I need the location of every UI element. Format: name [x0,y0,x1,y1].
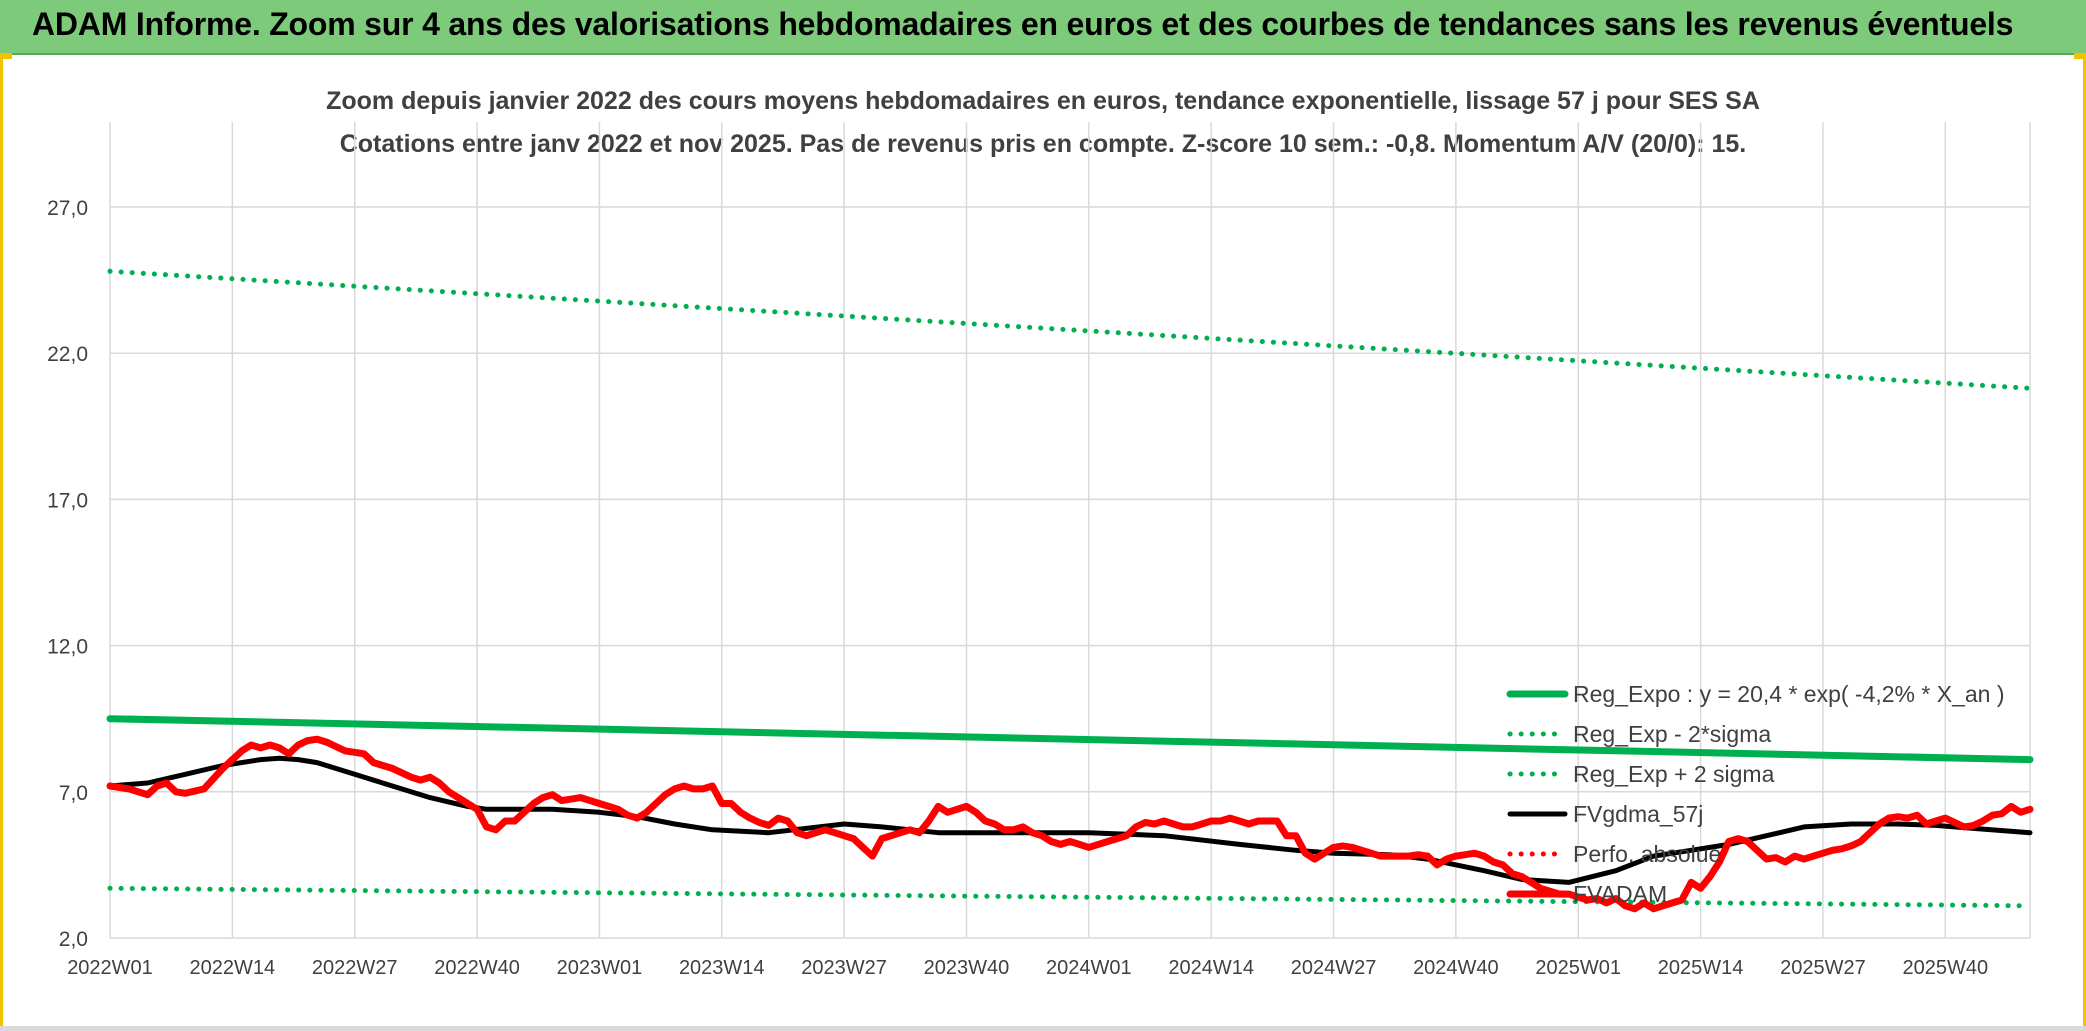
chart-subtitle: Cotations entre janv 2022 et nov 2025. P… [340,130,1747,158]
x-tick-label: 2022W01 [67,957,153,979]
x-tick-label: 2022W40 [434,957,520,979]
y-tick-label: 22,0 [47,343,88,366]
y-tick-label: 7,0 [59,782,88,805]
x-tick-label: 2024W27 [1291,957,1377,979]
y-tick-label: 17,0 [47,489,88,512]
legend-label: Perfo. absolue [1573,841,1721,867]
chart-title: Zoom depuis janvier 2022 des cours moyen… [326,87,1760,115]
x-tick-label: 2025W40 [1902,957,1988,979]
legend-label: Reg_Expo : y = 20,4 * exp( -4,2% * X_an … [1573,681,2005,707]
series-line-2 [107,268,2033,391]
axes: 2,0 7,0 12,0 17,0 22,0 27,0 2022W01 2022W14 2022… [47,197,1988,979]
series-line-1 [107,885,2033,909]
x-tick-label: 2024W40 [1413,957,1499,979]
y-tick-label: 12,0 [47,636,88,659]
banner-title: ADAM Informe. Zoom sur 4 ans des valoris… [32,6,2014,42]
grid [109,122,2031,939]
series-line-3 [107,755,2033,885]
banner-corner-right [2074,53,2086,59]
report-banner: ADAM Informe. Zoom sur 4 ans des valoris… [0,0,2086,55]
x-tick-label: 2023W01 [557,957,643,979]
y-tick-label: 2,0 [59,928,88,951]
x-tick-label: 2025W14 [1658,957,1744,979]
x-tick-label: 2025W01 [1535,957,1621,979]
series-line-5 [106,735,2034,913]
x-tick-label: 2023W14 [679,957,765,979]
x-tick-label: 2024W14 [1168,957,1254,979]
legend: Reg_Expo : y = 20,4 * exp( -4,2% * X_an … [1506,681,2005,907]
x-tick-label: 2022W14 [190,957,276,979]
series [106,268,2034,913]
y-tick-label: 27,0 [47,197,88,220]
x-tick-label: 2024W01 [1046,957,1132,979]
legend-label: FVADAM [1573,881,1667,907]
legend-label: Reg_Exp + 2 sigma [1573,761,1775,787]
x-tick-label: 2023W40 [924,957,1010,979]
x-tick-label: 2023W27 [801,957,887,979]
x-tick-label: 2025W27 [1780,957,1866,979]
legend-label: FVgdma_57j [1573,801,1703,827]
bottom-rule [0,1026,2086,1031]
legend-label: Reg_Exp - 2*sigma [1573,721,1771,747]
banner-corner-left [0,53,12,59]
series-line-0 [106,715,2034,764]
x-tick-label: 2022W27 [312,957,398,979]
